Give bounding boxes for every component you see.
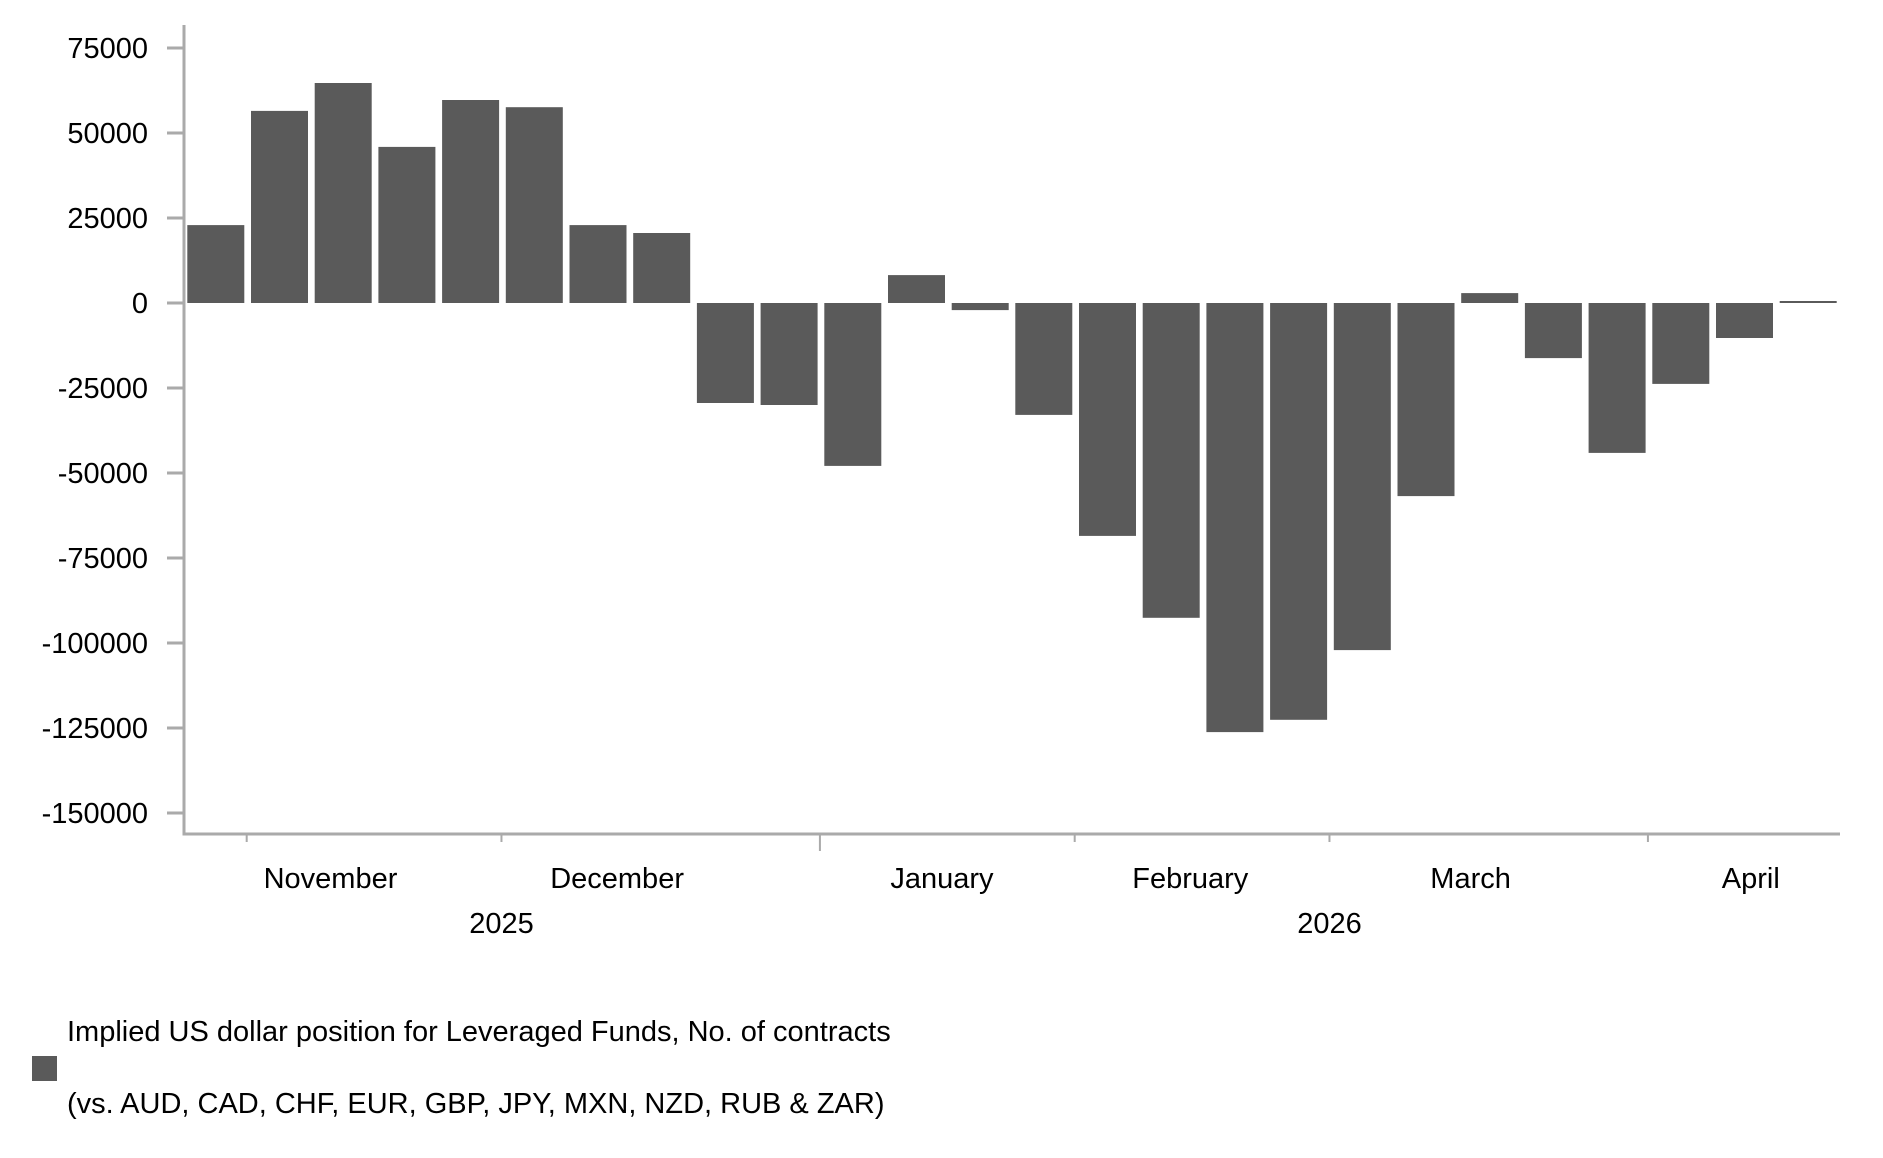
bar xyxy=(1397,303,1455,497)
x-tick-label-year: 2025 xyxy=(469,908,534,940)
y-tick-label: -50000 xyxy=(58,458,148,490)
bar xyxy=(824,303,882,466)
axes-group xyxy=(182,25,1840,836)
bar xyxy=(1015,303,1073,415)
legend-label-line2: (vs. AUD, CAD, CHF, EUR, GBP, JPY, MXN, … xyxy=(67,1088,885,1120)
y-tick-label: 50000 xyxy=(67,118,148,150)
bars-group xyxy=(187,83,1837,733)
bar xyxy=(1270,303,1328,720)
bar xyxy=(1716,303,1773,338)
bar xyxy=(1652,303,1710,384)
bar xyxy=(378,146,436,303)
bar xyxy=(696,303,754,403)
bar xyxy=(505,107,563,303)
x-tick-label-month: December xyxy=(550,863,684,895)
y-tick-label: -25000 xyxy=(58,373,148,405)
x-tick-label-month: January xyxy=(890,863,994,895)
bar xyxy=(187,225,245,303)
x-tick-label-month: November xyxy=(264,863,398,895)
bar xyxy=(951,303,1009,311)
x-tick-label-month: February xyxy=(1132,863,1249,895)
chart: 75000 50000 25000 0 -25000 -50000 -75000 -10000… xyxy=(42,25,1840,940)
bar xyxy=(1779,301,1837,303)
y-tick-label: -150000 xyxy=(42,798,148,830)
legend: Implied US dollar position for Leveraged… xyxy=(32,978,891,1158)
legend-swatch xyxy=(32,1055,57,1081)
legend-label-line1: Implied US dollar position for Leveraged… xyxy=(67,1016,891,1048)
x-tick-label-month: March xyxy=(1430,863,1511,895)
y-tick-label: 75000 xyxy=(67,33,148,65)
bar xyxy=(442,100,500,303)
bar xyxy=(1333,303,1391,651)
bar xyxy=(760,303,818,405)
bar xyxy=(1142,303,1200,618)
y-tick-label: 25000 xyxy=(67,203,148,235)
bar xyxy=(251,110,308,304)
x-tick-label-month: April xyxy=(1722,863,1780,895)
y-tick-label: -125000 xyxy=(42,713,148,745)
bar xyxy=(1461,293,1519,303)
bar xyxy=(314,83,372,303)
bar xyxy=(633,233,691,303)
bar xyxy=(1079,303,1136,536)
bar xyxy=(1206,303,1264,733)
bar xyxy=(888,275,945,303)
bar xyxy=(569,225,627,303)
x-axis-ticks: November December January February March Apri… xyxy=(245,834,1780,940)
y-axis-ticks: 75000 50000 25000 0 -25000 -50000 -75000 -10000… xyxy=(42,33,184,830)
bar xyxy=(1524,303,1582,359)
x-tick-label-year: 2026 xyxy=(1297,908,1362,940)
y-tick-label: 0 xyxy=(132,288,148,320)
y-tick-label: -100000 xyxy=(42,628,148,660)
bar xyxy=(1588,303,1646,453)
y-tick-label: -75000 xyxy=(58,543,148,575)
legend-label: Implied US dollar position for Leveraged… xyxy=(67,978,891,1158)
